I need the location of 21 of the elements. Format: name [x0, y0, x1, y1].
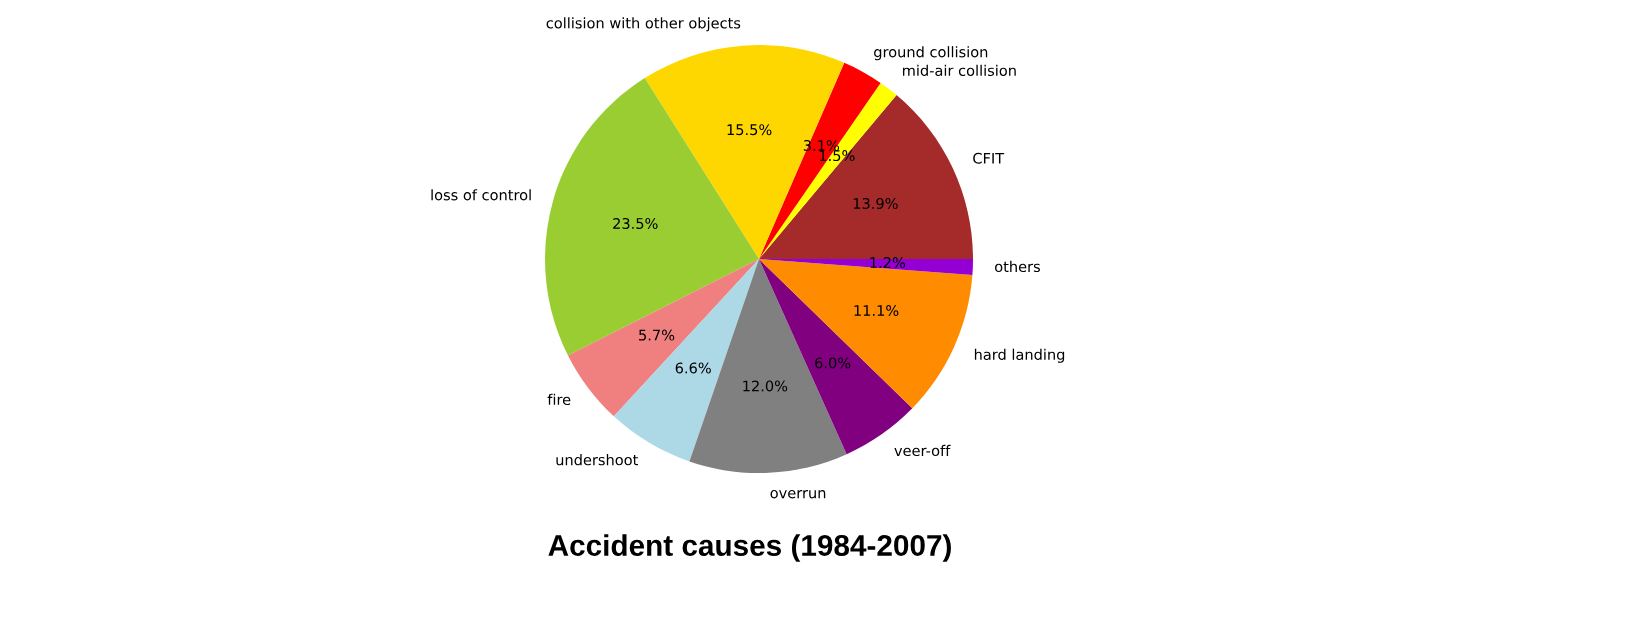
data-label: 15.5%: [727, 124, 772, 136]
slice-label: others: [995, 260, 1040, 273]
slice-label: undershoot: [556, 454, 638, 466]
slice-label: ground collision: [874, 46, 988, 61]
data-label: 12.0%: [743, 380, 788, 392]
text: Accident causes (1984-2007): [548, 534, 951, 562]
data-label: 11.1%: [854, 304, 899, 317]
slice-label: fire: [547, 393, 571, 406]
slice-label: loss of control: [431, 189, 531, 201]
slice-label: collision with other objects: [546, 17, 741, 32]
data-label: 13.9%: [853, 197, 898, 209]
slice-label: hard landing: [974, 348, 1065, 363]
data-label: 1.2%: [870, 257, 906, 269]
data-label: 6.0%: [815, 357, 851, 369]
slice-label: CFIT: [973, 152, 1005, 164]
data-label: 5.7%: [639, 329, 675, 341]
slice-label: overrun: [770, 490, 826, 499]
slice-label: mid-air collision: [903, 64, 1016, 77]
data-label: 23.5%: [613, 217, 658, 229]
slice-label: veer-off: [894, 444, 951, 457]
data-label: 6.6%: [675, 362, 711, 374]
